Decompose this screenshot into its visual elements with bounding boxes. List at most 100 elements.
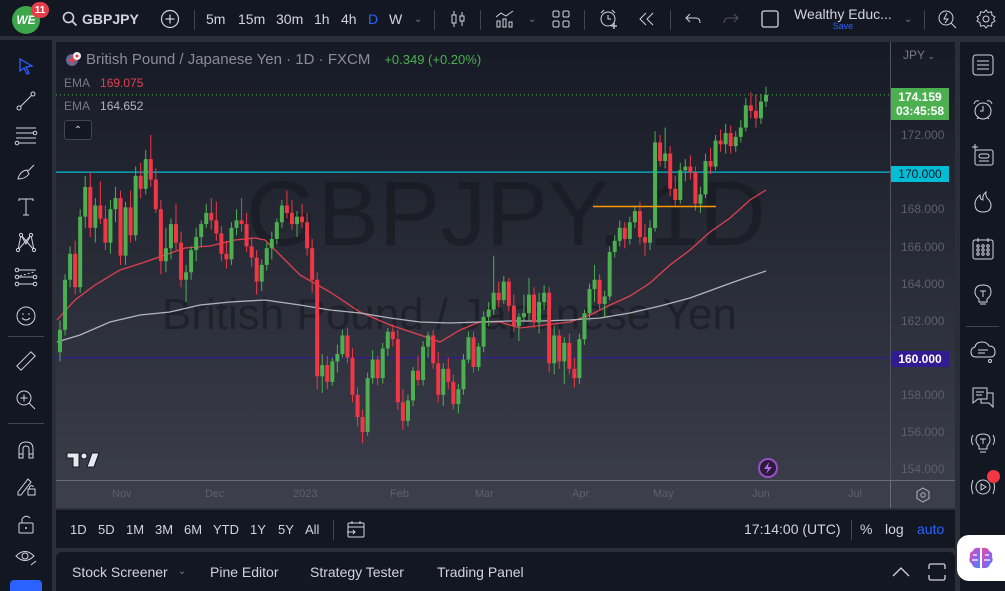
time-tick: Jul xyxy=(848,488,863,500)
create-alert-button[interactable] xyxy=(598,0,620,38)
indicators-dropdown[interactable]: ⌄ xyxy=(528,0,536,38)
watchlist-button[interactable] xyxy=(968,50,998,80)
smiley-icon xyxy=(16,306,36,326)
messages-button[interactable] xyxy=(968,382,998,412)
symbol-name: GBPJPY xyxy=(82,11,139,27)
range-3m[interactable]: 3M xyxy=(155,521,174,537)
range-6m[interactable]: 6M xyxy=(184,521,203,537)
zoom-in-tool[interactable] xyxy=(12,386,40,414)
gear-icon xyxy=(976,9,996,29)
timeframe-d[interactable]: D xyxy=(368,11,379,27)
range-1y[interactable]: 1Y xyxy=(250,521,266,537)
redo-button[interactable] xyxy=(722,0,740,38)
maximize-panel-button[interactable] xyxy=(928,552,946,591)
lightning-search-icon xyxy=(938,10,957,29)
chart-pane[interactable]: GBPJPY, 1D British Pound / Japanese Yen … xyxy=(56,42,890,480)
horizontal-lines-tool[interactable] xyxy=(12,122,40,150)
tab-label: Stock Screener xyxy=(72,563,168,580)
broadcast-bulb-icon xyxy=(971,433,995,453)
time-axis[interactable]: Nov Dec 2023 Feb Mar Apr May Jun Jul xyxy=(56,480,890,508)
forecast-tool[interactable] xyxy=(12,263,40,291)
patterns-tool[interactable] xyxy=(12,228,40,256)
settings-button[interactable] xyxy=(975,0,997,38)
measure-tool[interactable] xyxy=(12,347,40,375)
tab-strategy-tester[interactable]: Strategy Tester xyxy=(310,563,404,580)
chart-settings-button[interactable] xyxy=(890,480,955,508)
object-tree-button[interactable] xyxy=(10,580,42,591)
layout-menu[interactable]: Wealthy Educ... Save xyxy=(794,0,892,38)
percent-scale-toggle[interactable]: % xyxy=(860,521,873,537)
undo-button[interactable] xyxy=(684,0,702,38)
magnet-tool[interactable] xyxy=(12,436,40,464)
replay-button[interactable] xyxy=(638,0,656,38)
trend-line-tool[interactable] xyxy=(12,87,40,115)
range-5d[interactable]: 5D xyxy=(98,521,115,537)
legend-title: British Pound / Japanese Yen · 1D · FXCM xyxy=(86,50,371,68)
timeframe-4h[interactable]: 4h xyxy=(341,11,357,27)
time-tick: Nov xyxy=(112,488,132,500)
candles-icon xyxy=(451,11,465,27)
timeframe-w[interactable]: W xyxy=(389,11,403,27)
object-tree-panel-button[interactable] xyxy=(968,140,998,170)
time-tick: Feb xyxy=(390,488,409,500)
range-1d[interactable]: 1D xyxy=(70,521,87,537)
prediction-icon xyxy=(14,267,38,287)
ideas-button[interactable] xyxy=(968,280,998,310)
lock-all-tool[interactable] xyxy=(12,510,40,538)
expand-panel-button[interactable] xyxy=(892,552,910,591)
range-ytd[interactable]: YTD xyxy=(213,521,239,537)
clock-timezone[interactable]: 17:14:00 (UTC) xyxy=(744,521,841,537)
text-tool[interactable] xyxy=(12,193,40,221)
chart-type-button[interactable] xyxy=(448,0,468,38)
layout-dropdown[interactable]: ⌄ xyxy=(904,0,912,38)
indicators-button[interactable] xyxy=(494,0,516,38)
divider xyxy=(8,423,44,424)
go-to-date-button[interactable] xyxy=(346,510,366,548)
price-tick: 162.000 xyxy=(901,314,945,328)
lightning-signal-button[interactable] xyxy=(758,458,778,478)
alerts-button[interactable] xyxy=(968,95,998,125)
ai-assistant-button[interactable] xyxy=(957,535,1005,581)
timeframe-15m[interactable]: 15m xyxy=(238,11,266,27)
calendar-button[interactable] xyxy=(968,234,998,264)
divider xyxy=(8,336,44,337)
divider xyxy=(584,10,585,30)
tab-pine-editor[interactable]: Pine Editor xyxy=(210,563,279,580)
ema-slow-legend[interactable]: EMA 164.652 xyxy=(64,99,143,113)
timeframe-30m[interactable]: 30m xyxy=(276,11,304,27)
chats-button[interactable] xyxy=(968,337,998,367)
range-1m[interactable]: 1M xyxy=(126,521,145,537)
timeframe-dropdown[interactable]: ⌄ xyxy=(414,0,422,38)
hotlists-button[interactable] xyxy=(968,187,998,217)
emoji-tool[interactable] xyxy=(12,302,40,330)
save-layout-link[interactable]: Save xyxy=(832,21,854,31)
tab-stock-screener[interactable]: Stock Screener ⌄ xyxy=(72,552,186,591)
cursor-tool[interactable] xyxy=(12,52,40,80)
range-5y[interactable]: 5Y xyxy=(278,521,294,537)
ema-fast-legend[interactable]: EMA 169.075 xyxy=(64,76,143,90)
lock-drawings-tool[interactable] xyxy=(12,472,40,500)
auto-scale-toggle[interactable]: auto xyxy=(917,521,945,537)
log-scale-toggle[interactable]: log xyxy=(885,521,904,537)
divider xyxy=(480,10,481,30)
redo-icon xyxy=(723,13,739,24)
quick-search-button[interactable] xyxy=(936,0,958,38)
tab-trading-panel[interactable]: Trading Panel xyxy=(437,563,524,580)
currency-selector[interactable]: JPY ⌄ xyxy=(903,48,935,62)
layout-grid-button[interactable] xyxy=(552,0,570,38)
brush-tool[interactable] xyxy=(12,158,40,186)
divider xyxy=(194,10,195,30)
collapse-legend-button[interactable]: ⌃ xyxy=(64,120,92,140)
unlock-icon xyxy=(18,515,34,534)
compare-symbol-button[interactable] xyxy=(160,0,180,38)
timeframe-1h[interactable]: 1h xyxy=(314,11,330,27)
range-all[interactable]: All xyxy=(305,521,320,537)
timeframe-5m[interactable]: 5m xyxy=(206,11,226,27)
ema-fast-label: EMA xyxy=(64,76,91,90)
indicators-icon xyxy=(495,10,514,28)
streams-button[interactable] xyxy=(968,427,998,457)
symbol-search[interactable]: GBPJPY xyxy=(62,0,139,38)
fullscreen-layout-button[interactable] xyxy=(760,0,780,38)
price-axis[interactable]: JPY ⌄ 172.000 168.000 166.000 164.000 16… xyxy=(890,42,955,480)
hide-drawings-tool[interactable] xyxy=(12,543,40,571)
